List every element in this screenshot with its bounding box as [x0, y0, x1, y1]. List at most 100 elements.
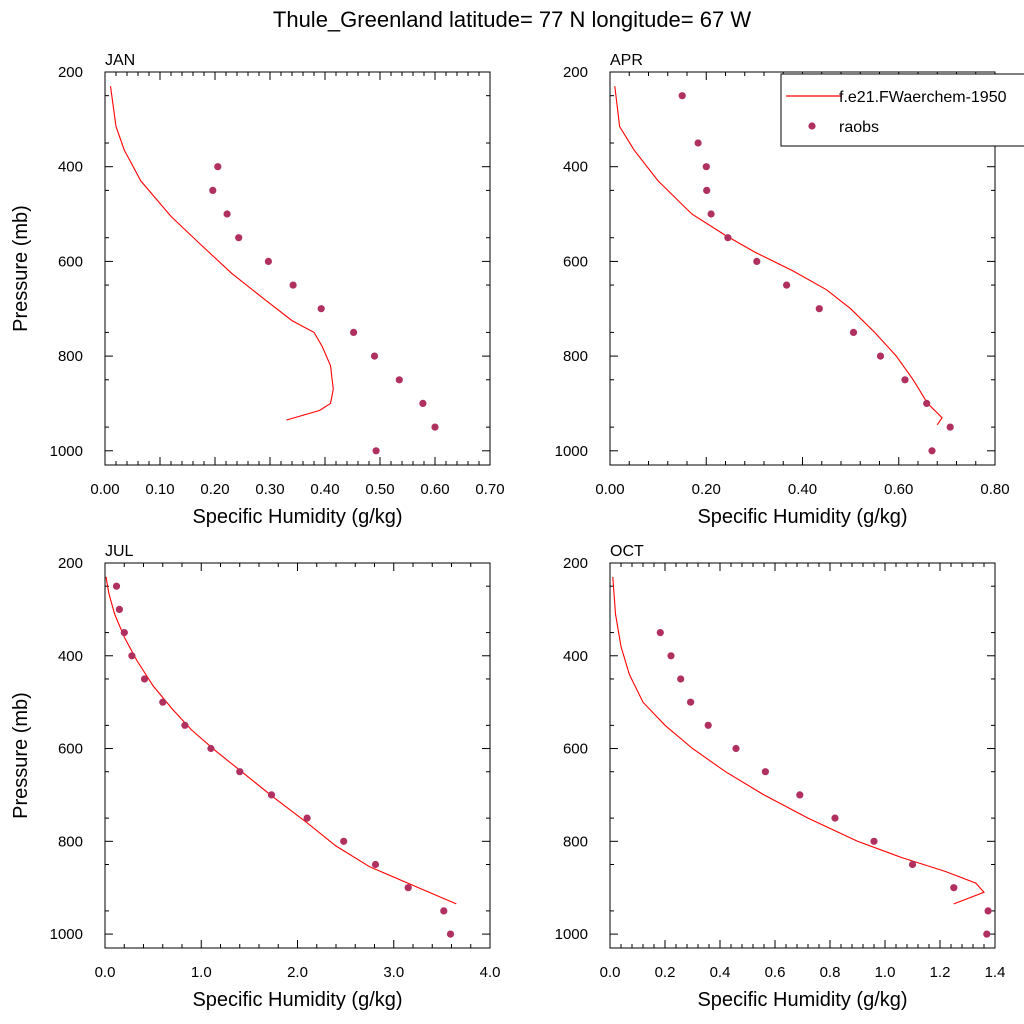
- legend-model-label: f.e21.FWaerchem-1950: [839, 89, 1007, 106]
- raobs-point: [128, 652, 136, 660]
- raobs-point: [928, 447, 936, 455]
- raobs-point: [704, 721, 712, 729]
- raobs-point: [983, 930, 991, 938]
- raobs-point: [181, 721, 189, 729]
- raobs-point: [876, 352, 885, 360]
- x-axis-label: Specific Humidity (g/kg): [697, 989, 907, 1011]
- y-tick-label: 1000: [555, 926, 588, 943]
- y-tick-label: 800: [563, 348, 588, 365]
- x-tick-label: 0.80: [980, 481, 1009, 498]
- raobs-point: [724, 234, 732, 242]
- raobs-point: [140, 675, 149, 683]
- raobs-point: [207, 744, 215, 753]
- raobs-point: [687, 698, 695, 706]
- y-tick-label: 200: [563, 64, 588, 81]
- x-tick-label: 4.0: [480, 964, 501, 981]
- x-tick-label: 0.8: [820, 964, 841, 981]
- x-tick-label: 0.40: [788, 481, 817, 498]
- panel-label: OCT: [610, 543, 644, 560]
- x-tick-label: 0.00: [90, 481, 119, 498]
- raobs-point: [317, 305, 325, 313]
- raobs-point: [115, 605, 123, 614]
- y-tick-label: 600: [563, 253, 588, 270]
- x-tick-label: 0.30: [255, 481, 284, 498]
- x-tick-label: 0.6: [765, 964, 786, 981]
- panel-jan: 0.00 0.10 0.20 0.30 0.40 0.50 0.60 0.70 200 400 60…: [10, 52, 505, 528]
- raobs-point: [849, 328, 858, 336]
- x-tick-label: 1.2: [930, 964, 951, 981]
- model-profile-line: [105, 576, 457, 905]
- raobs-point: [214, 163, 222, 171]
- raobs-point: [796, 791, 804, 799]
- x-axis-label: Specific Humidity (g/kg): [192, 989, 402, 1011]
- y-tick-label: 600: [58, 253, 83, 270]
- y-tick-label: 1000: [50, 443, 83, 460]
- plot-frame: [104, 562, 491, 949]
- legend-obs-label: raobs: [839, 119, 879, 136]
- raobs-point: [440, 907, 448, 915]
- panel-label: APR: [610, 52, 643, 69]
- raobs-point: [236, 768, 244, 776]
- raobs-point: [350, 328, 358, 336]
- raobs-point: [159, 698, 167, 706]
- raobs-point: [783, 281, 791, 289]
- legend-box: [780, 73, 1024, 147]
- raobs-point: [656, 629, 664, 637]
- x-tick-label: 0.20: [200, 481, 229, 498]
- y-tick-label: 200: [58, 555, 83, 572]
- raobs-point: [667, 652, 675, 660]
- panel-apr: 0.00 0.20 0.40 0.60 0.80 200 400 600 800 1000 APR S…: [555, 52, 1010, 528]
- x-tick-label: 0.10: [145, 481, 174, 498]
- raobs-point: [372, 447, 380, 455]
- x-tick-label: 0.0: [600, 964, 621, 981]
- raobs-point: [703, 186, 711, 194]
- raobs-point: [753, 257, 761, 265]
- x-tick-label: 0.50: [365, 481, 394, 498]
- y-tick-label: 400: [563, 648, 588, 665]
- raobs-point: [908, 860, 917, 869]
- y-tick-label: 1000: [50, 926, 83, 943]
- raobs-point: [815, 305, 823, 313]
- raobs-point: [340, 837, 348, 845]
- model-profile-line: [109, 86, 334, 421]
- panels-group: 0.00 0.10 0.20 0.30 0.40 0.50 0.60 0.70 200 400 60…: [10, 52, 1010, 1011]
- raobs-point: [702, 163, 710, 171]
- raobs-point: [370, 352, 379, 360]
- raobs-point: [831, 814, 839, 822]
- raobs-point: [901, 376, 909, 384]
- x-tick-label: 0.00: [595, 481, 624, 498]
- raobs-point: [923, 399, 931, 407]
- raobs-point: [950, 884, 958, 892]
- raobs-point: [371, 860, 380, 869]
- y-tick-label: 200: [563, 555, 588, 572]
- x-tick-label: 0.60: [884, 481, 913, 498]
- x-tick-label: 1.4: [985, 964, 1006, 981]
- x-tick-label: 0.70: [475, 481, 504, 498]
- x-tick-label: 0.4: [710, 964, 731, 981]
- panel-label: JUL: [105, 543, 134, 560]
- raobs-point: [761, 768, 770, 776]
- raobs-point: [984, 907, 992, 915]
- raobs-point: [235, 234, 243, 242]
- raobs-point: [223, 210, 231, 218]
- raobs-point: [678, 92, 686, 100]
- y-tick-label: 800: [58, 348, 83, 365]
- raobs-point: [404, 884, 412, 892]
- figure-title: Thule_Greenland latitude= 77 N longitude…: [273, 7, 751, 32]
- x-axis-label: Specific Humidity (g/kg): [697, 506, 907, 528]
- raobs-point: [677, 675, 685, 683]
- raobs-point: [112, 582, 121, 590]
- raobs-point: [694, 139, 702, 147]
- y-axis-label: Pressure (mb): [10, 205, 32, 332]
- x-tick-label: 0.20: [692, 481, 721, 498]
- y-tick-label: 600: [563, 741, 588, 758]
- legend-obs-marker: [808, 122, 816, 130]
- x-tick-label: 0.2: [655, 964, 676, 981]
- x-tick-label: 3.0: [383, 964, 404, 981]
- y-tick-label: 200: [58, 64, 83, 81]
- y-tick-label: 800: [58, 833, 83, 850]
- raobs-point: [264, 257, 272, 265]
- raobs-point: [732, 744, 740, 753]
- panel-label: JAN: [105, 52, 135, 69]
- legend: f.e21.FWaerchem-1950 raobs: [780, 73, 1024, 147]
